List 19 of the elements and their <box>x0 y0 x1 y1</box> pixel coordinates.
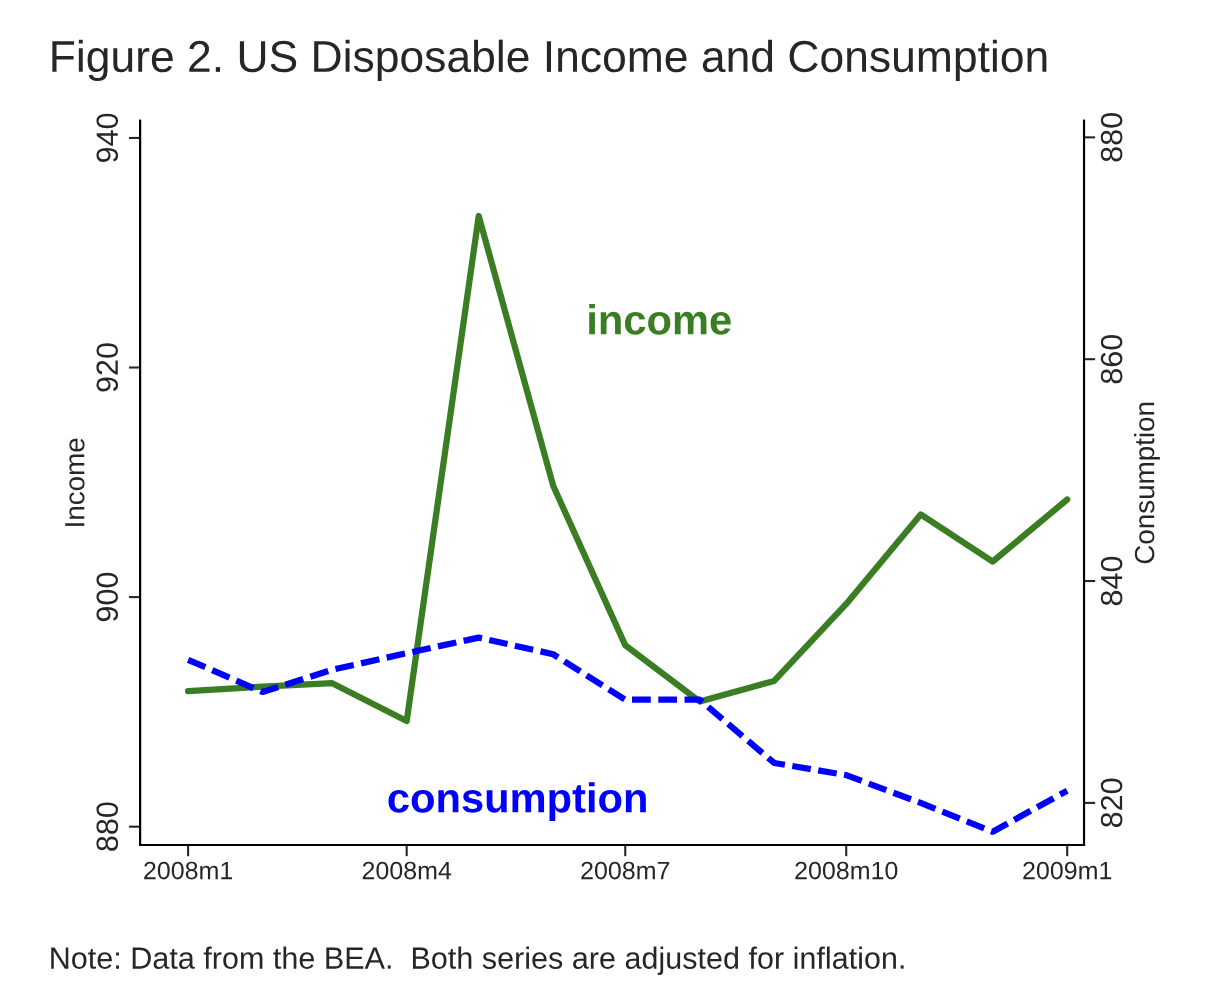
y-tick-label: 940 <box>96 113 119 162</box>
y2-tick-label: 880 <box>1100 113 1123 162</box>
x-tick-label: 2008m7 <box>581 861 670 880</box>
y-axis-title: Income <box>65 438 85 526</box>
y2-axis-title: Consumption <box>1134 402 1160 564</box>
text: Note: Data from the BEA. Both series are adjusted for inflation. <box>51 946 904 975</box>
y-tick-label: 900 <box>96 572 119 622</box>
y2-tick-label: 840 <box>1100 556 1123 606</box>
x-tick-label: 2008m10 <box>795 861 898 880</box>
y-tick-label: 920 <box>96 343 119 392</box>
series-label: consumption <box>388 782 646 821</box>
y2-tick-label: 820 <box>1100 778 1123 828</box>
chart-title: Figure 2. US Disposable Income and Consumption <box>52 39 1047 82</box>
x-tick-label: 2009m1 <box>1023 861 1112 880</box>
series-label: income <box>589 304 731 335</box>
y-tick-label: 880 <box>96 802 119 851</box>
y2-tick-label: 860 <box>1100 334 1123 384</box>
x-tick-label: 2008m4 <box>362 861 452 880</box>
x-tick-label: 2008m1 <box>144 861 233 880</box>
